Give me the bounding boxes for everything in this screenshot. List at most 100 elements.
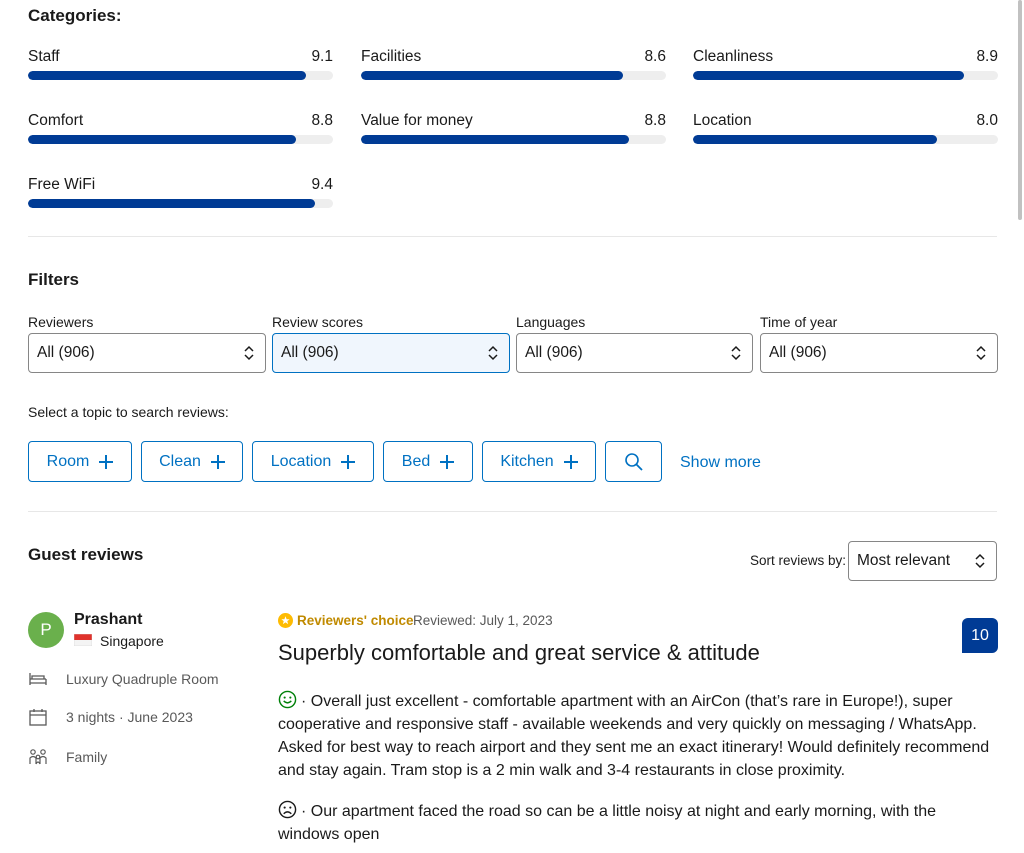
stay-nights: 3 nights	[66, 709, 116, 725]
category-name: Free WiFi	[28, 176, 96, 193]
singapore-flag-icon	[74, 634, 92, 646]
plus-icon	[563, 454, 578, 469]
chevron-up-down-icon	[976, 345, 986, 361]
category-bar-track	[28, 199, 333, 208]
category-bar-fill	[28, 71, 306, 80]
chevron-up-down-icon	[975, 553, 985, 569]
sort-label: Sort reviews by:	[750, 553, 847, 568]
reviewers-value: All (906)	[37, 344, 95, 361]
category-bar-fill	[361, 135, 630, 144]
negative-review-text: · Our apartment faced the road so can be…	[278, 803, 937, 843]
category-name: Cleanliness	[693, 48, 774, 65]
plus-icon	[440, 454, 455, 469]
plus-icon	[341, 454, 356, 469]
category-bar-fill	[28, 199, 315, 208]
category-bar-track	[28, 71, 333, 80]
category-bar-fill	[28, 135, 297, 144]
family-icon	[29, 749, 47, 765]
reviewers-label: Reviewers	[28, 314, 94, 330]
category-score: 8.6	[644, 48, 666, 65]
category-location: Location 8.0	[693, 112, 998, 152]
traveler-type: Family	[66, 749, 108, 765]
reviewer-avatar: P	[28, 612, 64, 648]
section-divider	[28, 511, 997, 512]
chevron-up-down-icon	[731, 345, 741, 361]
time-of-year-label: Time of year	[760, 314, 838, 330]
search-icon	[624, 452, 643, 471]
positive-review: · Overall just excellent - comfortable a…	[278, 690, 998, 782]
plus-icon	[210, 454, 225, 469]
category-score: 9.1	[311, 48, 333, 65]
topic-chip-location[interactable]: Location	[252, 441, 374, 482]
category-bar-track	[28, 135, 333, 144]
star-badge-icon	[278, 613, 293, 628]
plus-icon	[99, 454, 114, 469]
categories-title: Categories:	[28, 6, 122, 25]
category-free-wifi: Free WiFi 9.4	[28, 176, 333, 216]
bed-icon	[29, 673, 47, 685]
category-bar-track	[693, 71, 998, 80]
topic-chip-label: Location	[270, 452, 332, 470]
review-scores-label: Review scores	[272, 314, 364, 330]
reviewer-country: Singapore	[100, 633, 164, 649]
calendar-icon	[29, 709, 47, 726]
topic-chip-label: Kitchen	[500, 452, 554, 470]
guest-reviews-title: Guest reviews	[28, 545, 144, 564]
category-name: Staff	[28, 48, 60, 65]
reviewers-choice-badge: Reviewers' choice	[297, 613, 414, 628]
review-headline: Superbly comfortable and great service &…	[278, 640, 760, 665]
traveler-row: Family	[28, 748, 107, 766]
chevron-up-down-icon	[244, 345, 254, 361]
category-bar-fill	[361, 71, 624, 80]
negative-review: · Our apartment faced the road so can be…	[278, 800, 998, 846]
languages-value: All (906)	[525, 344, 583, 361]
page-scrollbar[interactable]	[1018, 0, 1022, 220]
smile-icon	[278, 690, 297, 709]
category-comfort: Comfort 8.8	[28, 112, 333, 152]
show-more-link[interactable]: Show more	[680, 454, 761, 471]
positive-review-text: · Overall just excellent - comfortable a…	[278, 693, 990, 779]
time-of-year-select[interactable]: All (906)	[760, 333, 998, 373]
languages-select[interactable]: All (906)	[516, 333, 753, 373]
chevron-up-down-icon	[488, 345, 498, 361]
category-bar-track	[361, 135, 666, 144]
category-score: 8.0	[976, 112, 998, 129]
topic-chip-room[interactable]: Room	[28, 441, 132, 482]
category-name: Value for money	[361, 112, 473, 129]
reviewer-name: Prashant	[74, 611, 143, 628]
reviewers-select[interactable]: All (906)	[28, 333, 266, 373]
category-value-for-money: Value for money 8.8	[361, 112, 666, 152]
category-bar-track	[693, 135, 998, 144]
topic-chip-label: Bed	[401, 452, 431, 470]
category-name: Facilities	[361, 48, 422, 65]
category-score: 8.8	[311, 112, 333, 129]
category-score: 9.4	[311, 176, 333, 193]
room-type-row: Luxury Quadruple Room	[28, 670, 219, 688]
category-bar-fill	[693, 71, 965, 80]
stay-date: June 2023	[127, 709, 193, 725]
review-scores-select[interactable]: All (906)	[272, 333, 510, 373]
category-cleanliness: Cleanliness 8.9	[693, 48, 998, 88]
languages-label: Languages	[516, 314, 586, 330]
filters-title: Filters	[28, 270, 80, 289]
topic-chip-clean[interactable]: Clean	[141, 441, 243, 482]
sort-select[interactable]: Most relevant	[848, 541, 997, 581]
category-name: Location	[693, 112, 752, 129]
topic-prompt: Select a topic to search reviews:	[28, 404, 229, 420]
category-bar-fill	[693, 135, 937, 144]
stay-separator: ·	[118, 709, 124, 725]
sort-value: Most relevant	[857, 552, 951, 569]
review-score-badge: 10	[962, 618, 998, 653]
review-scores-value: All (906)	[281, 344, 339, 361]
category-staff: Staff 9.1	[28, 48, 333, 88]
category-name: Comfort	[28, 112, 84, 129]
category-score: 8.9	[976, 48, 998, 65]
topic-search-button[interactable]	[605, 441, 662, 482]
category-facilities: Facilities 8.6	[361, 48, 666, 88]
reviewed-date: Reviewed: July 1, 2023	[413, 613, 553, 628]
topic-chip-kitchen[interactable]: Kitchen	[482, 441, 596, 482]
time-of-year-value: All (906)	[769, 344, 827, 361]
room-type: Luxury Quadruple Room	[66, 671, 219, 687]
frown-icon	[278, 800, 297, 819]
topic-chip-bed[interactable]: Bed	[383, 441, 473, 482]
